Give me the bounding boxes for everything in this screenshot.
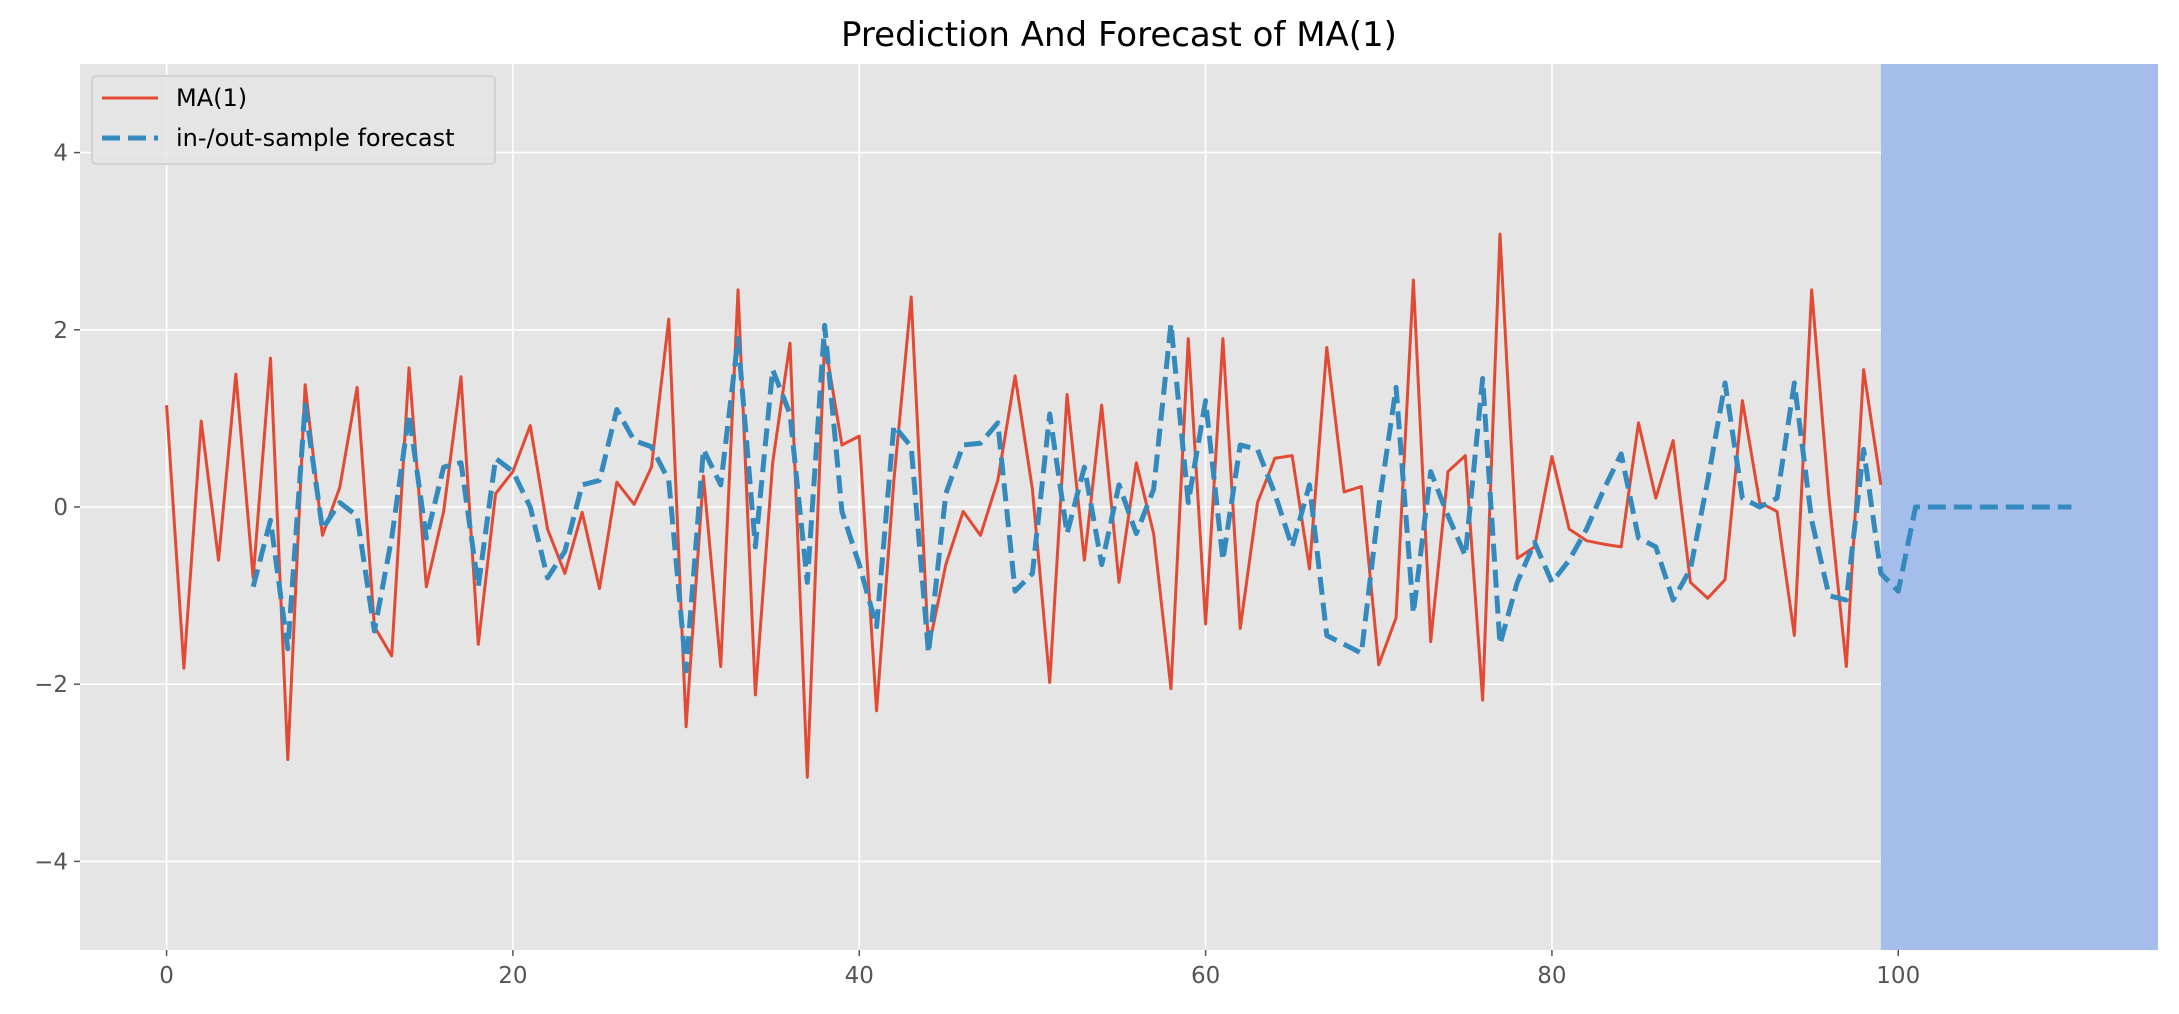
y-tick-label: 2 — [53, 318, 68, 344]
y-tick-label: −4 — [34, 849, 68, 875]
legend-label-ma1: MA(1) — [176, 84, 247, 112]
x-tick-label: 40 — [845, 963, 874, 989]
x-tick-label: 0 — [159, 963, 174, 989]
y-tick-label: −2 — [34, 672, 68, 698]
legend-label-forecast: in-/out-sample forecast — [176, 124, 455, 152]
chart-title: Prediction And Forecast of MA(1) — [841, 15, 1397, 55]
x-tick-label: 20 — [498, 963, 527, 989]
series-line-forecast — [250, 321, 2072, 674]
x-tick-label: 60 — [1191, 963, 1220, 989]
series-line-ma1 — [165, 232, 1883, 779]
x-tick-label: 80 — [1537, 963, 1566, 989]
y-tick-label: 0 — [53, 495, 68, 521]
tick-labels: 0 20 40 60 80 100 −4 −2 0 2 4 — [34, 141, 1920, 989]
legend-box — [91, 75, 496, 165]
y-tick-label: 4 — [53, 141, 68, 167]
legend: MA(1) in-/out-sample forecast — [91, 75, 496, 165]
series-layer — [165, 232, 2072, 779]
x-tick-label: 100 — [1876, 963, 1920, 989]
